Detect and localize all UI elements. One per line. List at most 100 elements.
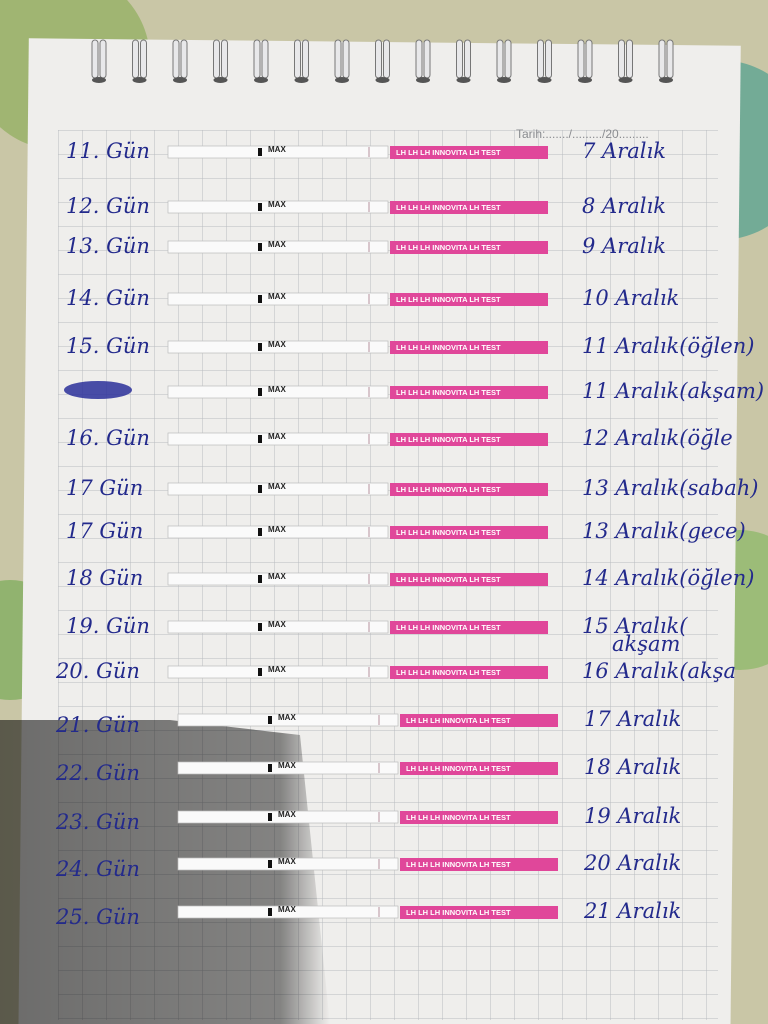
strip-window [258, 243, 262, 251]
strip-brand: LH LH LH INNOVITA LH TEST [396, 148, 501, 157]
date-label: 7 Aralık [582, 139, 666, 163]
date-label: 20 Aralık [583, 851, 681, 875]
ring [253, 39, 261, 79]
test-line [378, 715, 380, 725]
strip-brand: LH LH LH INNOVITA LH TEST [396, 668, 501, 677]
strip-max: MAX [268, 665, 286, 674]
strip-brand: LH LH LH INNOVITA LH TEST [406, 764, 511, 773]
ring-hole [294, 77, 309, 83]
ring-hole [335, 77, 349, 83]
ring-hole [537, 77, 552, 83]
test-line [368, 294, 370, 304]
strip-window [268, 860, 272, 868]
day-label: 14. Gün [66, 286, 150, 310]
ring [585, 39, 593, 79]
strip-max: MAX [278, 905, 296, 914]
ring [334, 39, 342, 79]
strip-max: MAX [268, 200, 286, 209]
ring-hole [132, 77, 147, 83]
date-label: 11 Aralık(akşam) [582, 379, 764, 403]
date-label: 16 Aralık(akşa [582, 659, 736, 683]
ring [577, 39, 585, 79]
date-label: 13 Aralık(sabah) [582, 476, 758, 500]
ring [423, 39, 431, 79]
day-label: 13. Gün [66, 234, 150, 258]
strip-window [258, 485, 262, 493]
scribble [64, 381, 132, 399]
day-label: 15. Gün [66, 334, 150, 358]
shadow [0, 720, 330, 1024]
ring-hole [456, 77, 471, 83]
strip-label [390, 201, 548, 214]
date-note: akşam [612, 632, 680, 656]
strip-label [390, 526, 548, 539]
test-line [378, 763, 380, 773]
ring-hole [659, 77, 673, 83]
day-label: 16. Gün [66, 426, 150, 450]
ring [383, 39, 390, 79]
strip-label [390, 341, 548, 354]
strip-brand: LH LH LH INNOVITA LH TEST [406, 860, 511, 869]
ring [140, 39, 147, 79]
ring-hole [213, 77, 228, 83]
day-label: 17 Gün [66, 476, 143, 500]
strip-label [400, 858, 558, 871]
day-label: 23. Gün [55, 810, 140, 834]
strip-label [400, 714, 558, 727]
strip-window [258, 148, 262, 156]
strip-window [268, 813, 272, 821]
strip-max: MAX [268, 432, 286, 441]
date-label: 19 Aralık [584, 804, 681, 828]
strip-window [268, 716, 272, 724]
day-label: 19. Gün [66, 614, 150, 638]
test-line [368, 147, 370, 157]
strip-handle [167, 432, 389, 446]
strip-brand: LH LH LH INNOVITA LH TEST [396, 575, 501, 584]
test-line [368, 484, 370, 494]
day-label: 22. Gün [55, 761, 140, 785]
strip-brand: LH LH LH INNOVITA LH TEST [396, 623, 501, 632]
strip-label [390, 241, 548, 254]
strip-label [390, 666, 548, 679]
strip-max: MAX [268, 292, 286, 301]
day-label: 17 Gün [66, 519, 143, 543]
ring-hole [618, 77, 633, 83]
strip-brand: LH LH LH INNOVITA LH TEST [406, 813, 511, 822]
ring [626, 39, 633, 79]
strip-handle [167, 482, 389, 496]
ring [415, 39, 423, 79]
strip-window [258, 203, 262, 211]
day-label: 18 Gün [66, 566, 143, 590]
strip-max: MAX [268, 145, 286, 154]
day-label: 20. Gün [55, 659, 140, 683]
day-label: 25. Gün [55, 905, 140, 929]
date-label: 11 Aralık(öğlen) [582, 334, 754, 358]
rows: 11. Gün MAX LH LH LH INNOVITA LH TEST 7 Ara… [55, 139, 764, 929]
strip-handle [167, 340, 389, 354]
strip-max: MAX [278, 761, 296, 770]
test-line [378, 907, 380, 917]
ring [294, 39, 301, 79]
strip-handle [167, 620, 389, 634]
strip-max: MAX [278, 810, 296, 819]
test-line [368, 202, 370, 212]
strip-label [390, 433, 548, 446]
strip-handle [167, 572, 389, 586]
strip-label [390, 483, 548, 496]
strip-brand: LH LH LH INNOVITA LH TEST [396, 243, 501, 252]
ring [302, 39, 309, 79]
strip-window [258, 623, 262, 631]
strip-handle [167, 200, 389, 214]
strip-handle [177, 810, 399, 824]
ring [464, 39, 471, 79]
strip-brand: LH LH LH INNOVITA LH TEST [396, 343, 501, 352]
strip-label [390, 573, 548, 586]
strip-max: MAX [268, 240, 286, 249]
ring [221, 39, 228, 79]
ring [537, 39, 544, 79]
strip-handle [167, 145, 389, 159]
test-line [368, 342, 370, 352]
strip-max: MAX [278, 713, 296, 722]
test-line [368, 242, 370, 252]
